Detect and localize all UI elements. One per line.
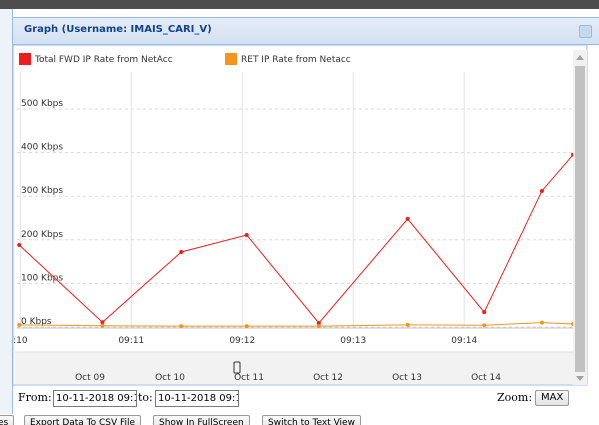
- data-point: [539, 320, 544, 325]
- data-point: [17, 322, 22, 327]
- scrollbar-thumb: [575, 66, 585, 372]
- navigator-label: Oct 13: [392, 373, 422, 383]
- y-tick-label: 400 Kbps: [21, 143, 63, 153]
- data-point: [482, 310, 487, 315]
- navigator-label: Oct 09: [75, 373, 105, 383]
- data-point: [17, 243, 22, 248]
- data-point: [405, 322, 410, 327]
- data-point: [179, 324, 184, 329]
- data-point: [482, 323, 487, 328]
- to-input[interactable]: 10-11-2018 09:15: [155, 390, 239, 407]
- to-label: to:: [138, 391, 153, 404]
- scroll-arrow-up: [576, 55, 584, 60]
- navigator-handle: [233, 361, 241, 374]
- toolbar-button[interactable]: Switch to Text View: [262, 415, 361, 425]
- top-bar: [0, 0, 599, 9]
- toolbar-button[interactable]: es: [0, 415, 15, 425]
- x-tick-label: :10: [13, 336, 28, 346]
- y-tick-label: 0 Kbps: [21, 317, 52, 327]
- x-tick-label: 09:13: [340, 336, 366, 346]
- panel-title: Graph (Username: IMAIS_CARI_V): [24, 24, 212, 35]
- x-tick-label: 09:12: [229, 336, 255, 346]
- y-tick-label: 100 Kbps: [21, 273, 63, 283]
- panel-header: Graph (Username: IMAIS_CARI_V): [13, 17, 599, 45]
- collapse-button[interactable]: [579, 25, 592, 38]
- toolbar-button[interactable]: Export Data To CSV File: [24, 415, 142, 425]
- x-tick-label: 09:14: [451, 336, 477, 346]
- y-tick-label: 200 Kbps: [21, 230, 63, 240]
- data-point: [316, 321, 321, 326]
- data-point: [539, 188, 544, 193]
- navigator-label: Oct 12: [313, 373, 343, 383]
- legend-label: Total FWD IP Rate from NetAcc: [34, 55, 173, 65]
- toolbar-button[interactable]: Show In FullScreen: [153, 415, 250, 425]
- zoom-button[interactable]: MAX: [535, 390, 570, 406]
- legend-swatch: [225, 53, 237, 65]
- zoom-label: Zoom:: [497, 391, 533, 404]
- navigator-label: Oct 11: [234, 373, 264, 383]
- y-tick-label: 500 Kbps: [21, 99, 63, 109]
- navigator: [15, 352, 573, 384]
- navigator-label: Oct 10: [155, 373, 185, 383]
- legend-swatch: [19, 53, 31, 65]
- legend-label: RET IP Rate from Netacc: [241, 55, 351, 65]
- chart-frame: [12, 44, 588, 386]
- data-point: [244, 324, 249, 329]
- data-point: [100, 320, 105, 325]
- data-point: [179, 250, 184, 255]
- y-tick-label: 300 Kbps: [21, 186, 63, 196]
- data-point: [405, 216, 410, 221]
- data-point: [244, 233, 249, 238]
- data-point: [316, 324, 321, 329]
- scroll-arrow-down: [576, 376, 584, 381]
- from-input[interactable]: 10-11-2018 09:10: [53, 390, 137, 407]
- navigator-label: Oct 14: [471, 373, 501, 383]
- data-point: [100, 323, 105, 328]
- from-label: From:: [18, 391, 52, 404]
- x-tick-label: 09:11: [118, 336, 144, 346]
